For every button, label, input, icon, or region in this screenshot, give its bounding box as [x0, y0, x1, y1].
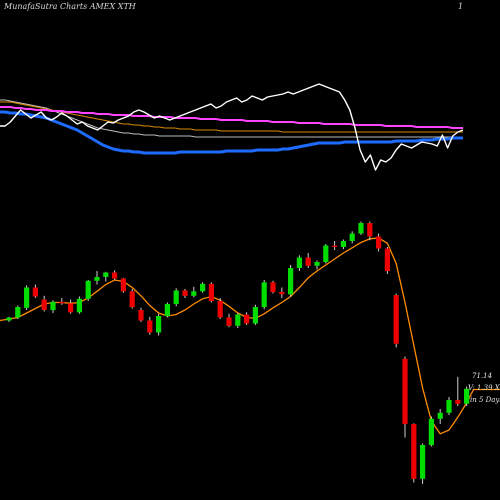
candle-body	[314, 262, 320, 266]
candle-body	[437, 412, 443, 419]
candle-body	[428, 418, 434, 446]
candle-body	[305, 257, 311, 266]
candle-body	[261, 282, 267, 308]
candle-body	[41, 299, 47, 310]
candle-body	[15, 307, 21, 318]
candle-body	[244, 314, 250, 324]
indicator-line-3	[0, 101, 463, 133]
candle-body	[252, 307, 258, 324]
candle-body	[94, 277, 100, 281]
candle-body	[332, 245, 338, 247]
candle-body	[279, 292, 285, 295]
chart-header-left: MunafaSutra Charts AMEX XTH	[3, 2, 137, 11]
candle-body	[323, 245, 329, 262]
candle-body	[173, 290, 179, 304]
candle-body	[446, 400, 452, 413]
candle-body	[138, 310, 144, 321]
price-ma-line	[0, 237, 500, 435]
candle-body	[349, 233, 355, 241]
candle-body	[85, 280, 91, 299]
candle-body	[76, 298, 82, 313]
candle-body	[129, 291, 135, 308]
candle-body	[120, 278, 126, 292]
candle-body	[367, 223, 373, 237]
candle-body	[384, 248, 390, 271]
price-moving-average	[0, 237, 500, 435]
candle-body	[208, 283, 214, 302]
candle-body	[59, 301, 65, 304]
candle-body	[393, 295, 399, 344]
candle-body	[358, 223, 364, 234]
candle-body	[182, 290, 188, 296]
candle-body	[103, 272, 109, 277]
indicator-panel	[0, 83, 464, 171]
price-candles	[6, 221, 470, 484]
indicator-line-1	[0, 110, 463, 155]
volume-annotation: V: 1.39 X	[468, 384, 500, 392]
candle-body	[24, 287, 30, 308]
candle-body	[112, 272, 118, 279]
candle-body	[270, 282, 276, 293]
candle-body	[147, 320, 153, 333]
candle-body	[226, 317, 232, 326]
period-annotation: in 5 Days	[470, 396, 500, 404]
candle-body	[296, 257, 302, 268]
indicator-line-0	[0, 83, 464, 171]
indicator-line-4	[0, 99, 463, 138]
candle-body	[376, 236, 382, 249]
price-annotation: 71.14	[472, 372, 492, 380]
candle-body	[402, 358, 408, 425]
candle-body	[6, 317, 12, 321]
candle-body	[200, 283, 206, 292]
candle-body	[68, 303, 74, 313]
candle-body	[217, 301, 223, 318]
candle-body	[464, 388, 470, 404]
candle-body	[288, 268, 294, 295]
candle-body	[191, 291, 197, 296]
candle-body	[50, 301, 56, 311]
candle-body	[32, 287, 38, 297]
candle-body	[455, 400, 461, 404]
candle-body	[420, 445, 426, 479]
candle-body	[156, 316, 162, 333]
candle-body	[164, 304, 170, 316]
candle-body	[411, 424, 417, 479]
chart-header-right: 1	[458, 2, 463, 11]
indicator-line-2	[0, 106, 463, 129]
candle-body	[235, 314, 241, 326]
candle-body	[340, 241, 346, 247]
